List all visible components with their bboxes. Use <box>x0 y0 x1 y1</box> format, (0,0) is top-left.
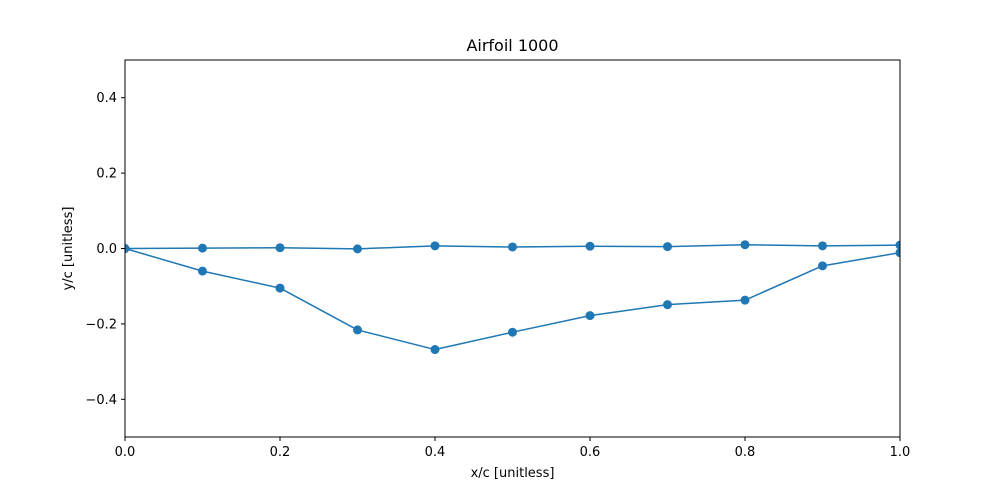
data-point <box>275 283 285 293</box>
x-tick-label: 0.8 <box>735 445 756 460</box>
data-point <box>430 345 440 355</box>
x-tick-label: 1.0 <box>890 445 911 460</box>
data-point <box>895 248 900 258</box>
y-tick-label: 0.4 <box>96 91 117 106</box>
data-point <box>430 241 440 251</box>
data-point <box>740 240 750 250</box>
data-point <box>275 243 285 253</box>
x-tick-label: 0.6 <box>580 445 601 460</box>
x-tick-label: 0.2 <box>270 445 291 460</box>
data-point <box>818 261 827 271</box>
data-point <box>508 327 517 337</box>
plot-area <box>125 240 900 355</box>
y-tick-label: −0.2 <box>85 317 117 332</box>
chart-title: Airfoil 1000 <box>466 36 558 55</box>
data-point <box>353 244 362 254</box>
data-point <box>508 242 517 252</box>
y-tick-label: −0.4 <box>85 393 117 408</box>
y-axis: −0.4 −0.2 0.0 0.2 0.4 <box>85 91 125 408</box>
y-axis-label: y/c [unitless] <box>61 207 76 291</box>
data-point <box>585 241 595 251</box>
data-point <box>198 266 207 276</box>
x-axis: 0.0 0.2 0.4 0.6 0.8 1.0 <box>115 437 911 460</box>
x-tick-label: 0.0 <box>115 445 136 460</box>
x-tick-label: 0.4 <box>425 445 446 460</box>
data-point <box>818 241 827 251</box>
data-point <box>198 243 207 253</box>
y-tick-label: 0.0 <box>96 242 117 257</box>
data-point <box>895 240 900 250</box>
data-point <box>663 242 672 252</box>
data-point <box>663 300 672 310</box>
data-point <box>740 295 750 305</box>
data-point <box>125 244 130 253</box>
x-axis-label: x/c [unitless] <box>471 466 555 481</box>
data-point <box>585 311 595 321</box>
data-point <box>353 325 362 335</box>
y-tick-label: 0.2 <box>96 167 117 182</box>
